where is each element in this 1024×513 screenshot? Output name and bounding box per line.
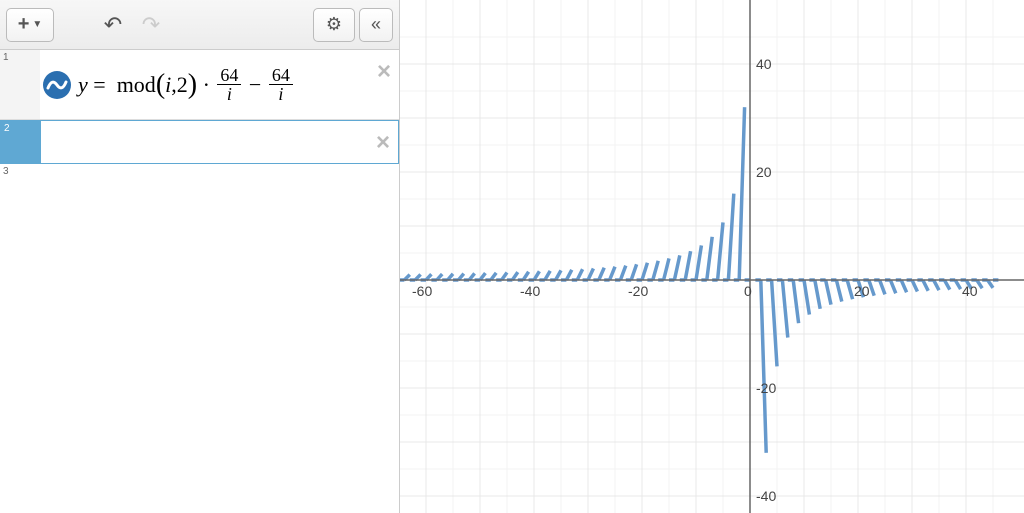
mod-func: mod bbox=[117, 72, 156, 98]
gear-icon: ⚙ bbox=[326, 14, 342, 35]
svg-text:-40: -40 bbox=[756, 488, 776, 504]
equals: = bbox=[93, 72, 105, 98]
expression-panel: + ▼ ↶ ↷ ⚙ « 1 y = mo bbox=[0, 0, 400, 513]
svg-text:20: 20 bbox=[756, 164, 772, 180]
arg-2: 2 bbox=[177, 72, 188, 98]
expression-list: 1 y = mod ( i,2 ) · 64 i − bbox=[0, 50, 399, 513]
expression-row-empty[interactable]: 3 bbox=[0, 164, 399, 194]
svg-text:-60: -60 bbox=[412, 283, 432, 299]
expression-row-active[interactable]: 2 × bbox=[0, 120, 399, 164]
redo-icon: ↷ bbox=[142, 12, 160, 38]
frac1-den: i bbox=[224, 85, 235, 103]
mult: · bbox=[203, 72, 210, 98]
add-button[interactable]: + ▼ bbox=[6, 8, 54, 42]
frac1-num: 64 bbox=[217, 66, 241, 85]
frac2-num: 64 bbox=[269, 66, 293, 85]
svg-text:40: 40 bbox=[962, 283, 978, 299]
expression-input[interactable] bbox=[41, 121, 398, 163]
svg-text:20: 20 bbox=[854, 283, 870, 299]
graph-svg: -60 -40 -20 0 20 40 -40 -20 20 40 bbox=[400, 0, 1024, 513]
delete-expression-button[interactable]: × bbox=[377, 58, 391, 86]
graph-area[interactable]: -60 -40 -20 0 20 40 -40 -20 20 40 bbox=[400, 0, 1024, 513]
undo-button[interactable]: ↶ bbox=[96, 8, 130, 42]
fraction-1: 64 i bbox=[217, 66, 241, 103]
svg-text:0: 0 bbox=[744, 283, 752, 299]
settings-button[interactable]: ⚙ bbox=[313, 8, 355, 42]
row-index: 3 bbox=[0, 164, 40, 194]
svg-text:-20: -20 bbox=[756, 380, 776, 396]
var-y: y bbox=[78, 72, 88, 98]
frac2-den: i bbox=[275, 85, 286, 103]
expression-row[interactable]: 1 y = mod ( i,2 ) · 64 i − bbox=[0, 50, 399, 120]
plus-icon: + bbox=[18, 13, 30, 36]
plot-color-icon[interactable] bbox=[40, 50, 74, 119]
collapse-panel-button[interactable]: « bbox=[359, 8, 393, 42]
toolbar: + ▼ ↶ ↷ ⚙ « bbox=[0, 0, 399, 50]
row-index: 1 bbox=[0, 50, 40, 119]
rparen: ) bbox=[188, 69, 197, 101]
delete-expression-button[interactable]: × bbox=[376, 129, 390, 157]
expression-content[interactable]: y = mod ( i,2 ) · 64 i − 64 i bbox=[74, 50, 399, 119]
row-index: 2 bbox=[1, 121, 41, 163]
minus: − bbox=[249, 72, 261, 98]
redo-button: ↷ bbox=[134, 8, 168, 42]
lparen: ( bbox=[156, 69, 165, 101]
wave-icon bbox=[43, 71, 71, 99]
svg-text:-20: -20 bbox=[628, 283, 648, 299]
caret-down-icon: ▼ bbox=[32, 19, 42, 30]
fraction-2: 64 i bbox=[269, 66, 293, 103]
svg-text:40: 40 bbox=[756, 56, 772, 72]
chevron-left-icon: « bbox=[371, 14, 381, 35]
svg-text:-40: -40 bbox=[520, 283, 540, 299]
undo-icon: ↶ bbox=[104, 12, 122, 38]
